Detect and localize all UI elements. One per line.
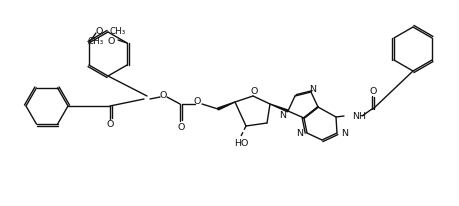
Text: N: N: [341, 129, 348, 138]
Text: O: O: [193, 97, 201, 106]
Polygon shape: [218, 103, 235, 110]
Text: O: O: [108, 36, 115, 45]
Text: CH₃: CH₃: [88, 36, 104, 45]
Text: HO: HO: [234, 139, 248, 148]
Text: N: N: [279, 111, 286, 120]
Text: N: N: [296, 129, 303, 138]
Text: O: O: [159, 90, 167, 99]
Text: NH: NH: [352, 112, 366, 121]
Text: O: O: [106, 120, 114, 129]
Polygon shape: [270, 104, 288, 112]
Text: N: N: [309, 84, 317, 93]
Text: O: O: [369, 87, 377, 96]
Text: O: O: [95, 27, 103, 36]
Text: CH₃: CH₃: [110, 27, 126, 36]
Text: O: O: [250, 87, 257, 96]
Text: O: O: [177, 122, 185, 131]
